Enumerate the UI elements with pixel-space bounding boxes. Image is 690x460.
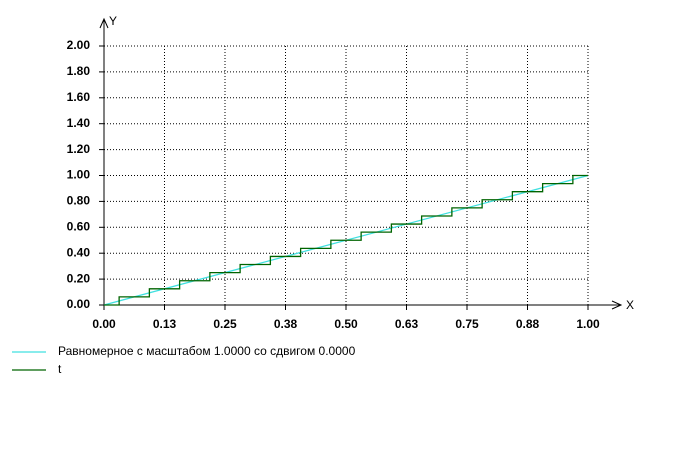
x-arrow — [611, 300, 623, 310]
legend-label: t — [58, 362, 62, 376]
series-line — [104, 174, 588, 306]
x-tick-label: 0.63 — [395, 317, 419, 331]
y-tick-label: 1.20 — [67, 142, 91, 156]
y-tick-label: 0.40 — [67, 245, 91, 259]
y-tick-label: 0.20 — [67, 271, 91, 285]
y-tick-label: 1.40 — [67, 116, 91, 130]
y-arrow — [99, 17, 109, 29]
y-axis-label: Y — [109, 14, 117, 28]
y-tick-label: 1.00 — [67, 168, 91, 182]
x-axis-label: X — [626, 298, 634, 312]
x-tick-label: 0.75 — [455, 317, 479, 331]
x-tick-label: 0.88 — [516, 317, 540, 331]
y-tick-label: 0.80 — [67, 194, 91, 208]
x-tick-label: 0.50 — [334, 317, 358, 331]
x-tick-label: 1.00 — [576, 317, 600, 331]
x-tick-label: 0.38 — [274, 317, 298, 331]
y-tick-label: 0.60 — [67, 219, 91, 233]
legend-label: Равномерное с масштабом 1.0000 со сдвиго… — [58, 344, 356, 358]
x-tick-label: 0.25 — [213, 317, 237, 331]
y-tick-label: 1.80 — [67, 64, 91, 78]
y-tick-label: 2.00 — [67, 38, 91, 52]
x-tick-label: 0.13 — [153, 317, 177, 331]
x-tick-label: 0.00 — [92, 317, 116, 331]
y-tick-label: 0.00 — [67, 297, 91, 311]
y-tick-label: 1.60 — [67, 90, 91, 104]
